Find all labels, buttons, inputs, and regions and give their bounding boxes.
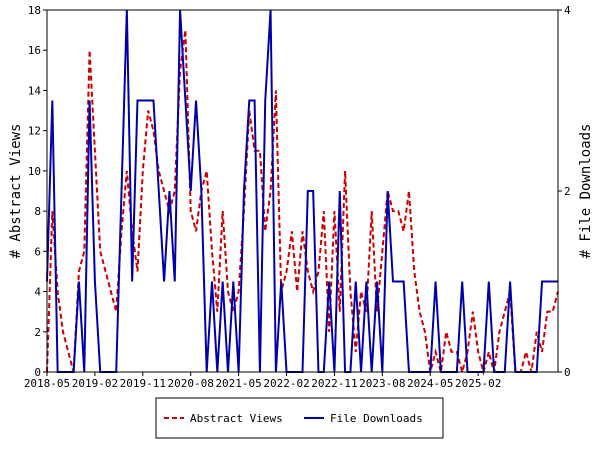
y2-tick-label: 2 [564,185,571,198]
legend-label-abstract-views: Abstract Views [190,412,283,425]
y2-axis-title: # File Downloads [578,124,594,259]
x-tick-label: 2019-02 [72,377,118,390]
x-tick-label: 2019-11 [120,377,166,390]
x-tick-label: 2020-08 [168,377,214,390]
x-tick-label: 2024-05 [407,377,453,390]
y2-tick-label: 0 [564,366,571,379]
plot-frame [46,9,559,373]
x-tick-label: 2022-11 [311,377,357,390]
y-tick-label: 6 [34,245,41,258]
series-line-file-downloads [46,9,558,373]
y2-tick-label: 4 [564,4,571,17]
y-axis-title: # Abstract Views [8,124,24,259]
plot-lines [46,9,559,376]
x-tick-label: 2022-02 [263,377,309,390]
legend: Abstract Views File Downloads [155,397,444,439]
y-tick-label: 4 [34,286,41,299]
y-tick-label: 12 [28,125,41,138]
y-tick-label: 18 [28,4,41,17]
y-tick-label: 0 [34,366,41,379]
y-tick-label: 8 [34,205,41,218]
legend-label-file-downloads: File Downloads [330,412,423,425]
y-tick-label: 10 [28,165,41,178]
x-tick-label: 2018-05 [24,377,70,390]
x-tick-label: 2021-05 [215,377,261,390]
x-tick-label: 2023-08 [359,377,405,390]
y-tick-label: 2 [34,326,41,339]
x-tick-label: 2025-02 [455,377,501,390]
y-tick-label: 14 [28,84,42,97]
y-tick-label: 16 [28,44,41,57]
series-line-abstract-views [46,29,559,376]
